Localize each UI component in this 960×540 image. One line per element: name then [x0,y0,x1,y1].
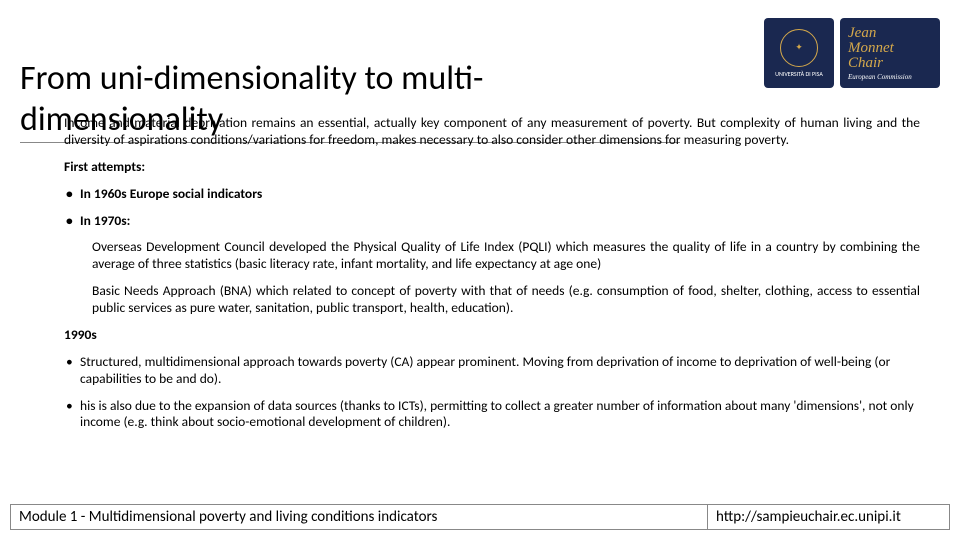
footer-module: Module 1 - Multidimensional poverty and … [10,504,708,530]
sub-bna: Basic Needs Approach (BNA) which related… [64,283,920,317]
bullet-1970s: In 1970s: [64,213,920,230]
intro-paragraph: Income and material deprivation remains … [64,115,920,149]
chair-sub: European Commission [848,73,932,81]
footer: Module 1 - Multidimensional poverty and … [10,504,950,530]
sub-pqli: Overseas Development Council developed t… [64,239,920,273]
chair-line1: Jean [848,26,932,41]
university-name: UNIVERSITÀ DI PISA [775,70,823,78]
chair-line2: Monnet [848,41,932,56]
bullet-ict: his is also due to the expansion of data… [64,398,920,432]
chair-logo: Jean Monnet Chair European Commission [840,18,940,88]
university-logo: ✦ UNIVERSITÀ DI PISA [764,18,834,88]
content-body: Income and material deprivation remains … [64,115,920,441]
bullet-ca: Structured, multidimensional approach to… [64,354,920,388]
seal-icon: ✦ [780,29,818,67]
logo-area: ✦ UNIVERSITÀ DI PISA Jean Monnet Chair E… [764,18,940,88]
chair-line3: Chair [848,56,932,71]
first-attempts-label: First attempts: [64,159,920,176]
slide: From uni-dimensionality to multi-dimensi… [0,0,960,540]
bullet-1960s: In 1960s Europe social indicators [64,186,920,203]
label-1990s: 1990s [64,327,920,344]
footer-url: http://sampieuchair.ec.unipi.it [708,504,950,530]
